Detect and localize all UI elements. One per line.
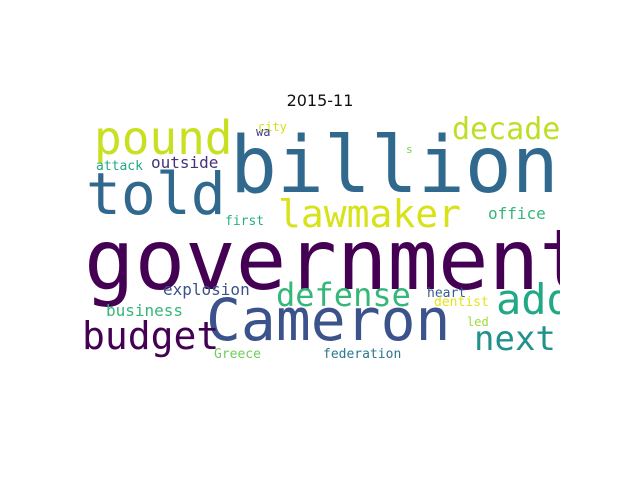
word-billion: billion [230,121,559,211]
word-next: next [474,319,556,359]
word-lawmaker: lawmaker [278,192,462,236]
word-wa: wa [256,125,271,139]
word-led: led [467,315,489,329]
word-greece: Greece [214,347,261,362]
word-cloud: government billion Cameron told pound lawmake… [80,115,560,365]
word-heart: heart [427,286,467,301]
word-city: city [258,120,287,134]
word-told: told [86,160,226,228]
word-pound: pound [94,115,233,165]
word-cameron: Cameron [206,286,451,354]
word-budget: budget [82,314,220,358]
word-first: first [225,214,265,229]
word-explosion: explosion [163,280,250,299]
word-office: office [488,204,546,223]
word-add: add [496,275,560,324]
word-dentist: dentist [434,295,489,310]
word-business: business [106,301,184,320]
word-s: s [406,143,413,156]
word-decade: decade [452,115,560,147]
word-federation: federation [323,347,402,362]
chart-title: 2015-11 [286,91,354,110]
word-attack: attack [96,159,143,174]
word-government: government [84,211,560,309]
word-outside: outside [151,153,219,172]
word-defense: defense [276,276,411,314]
